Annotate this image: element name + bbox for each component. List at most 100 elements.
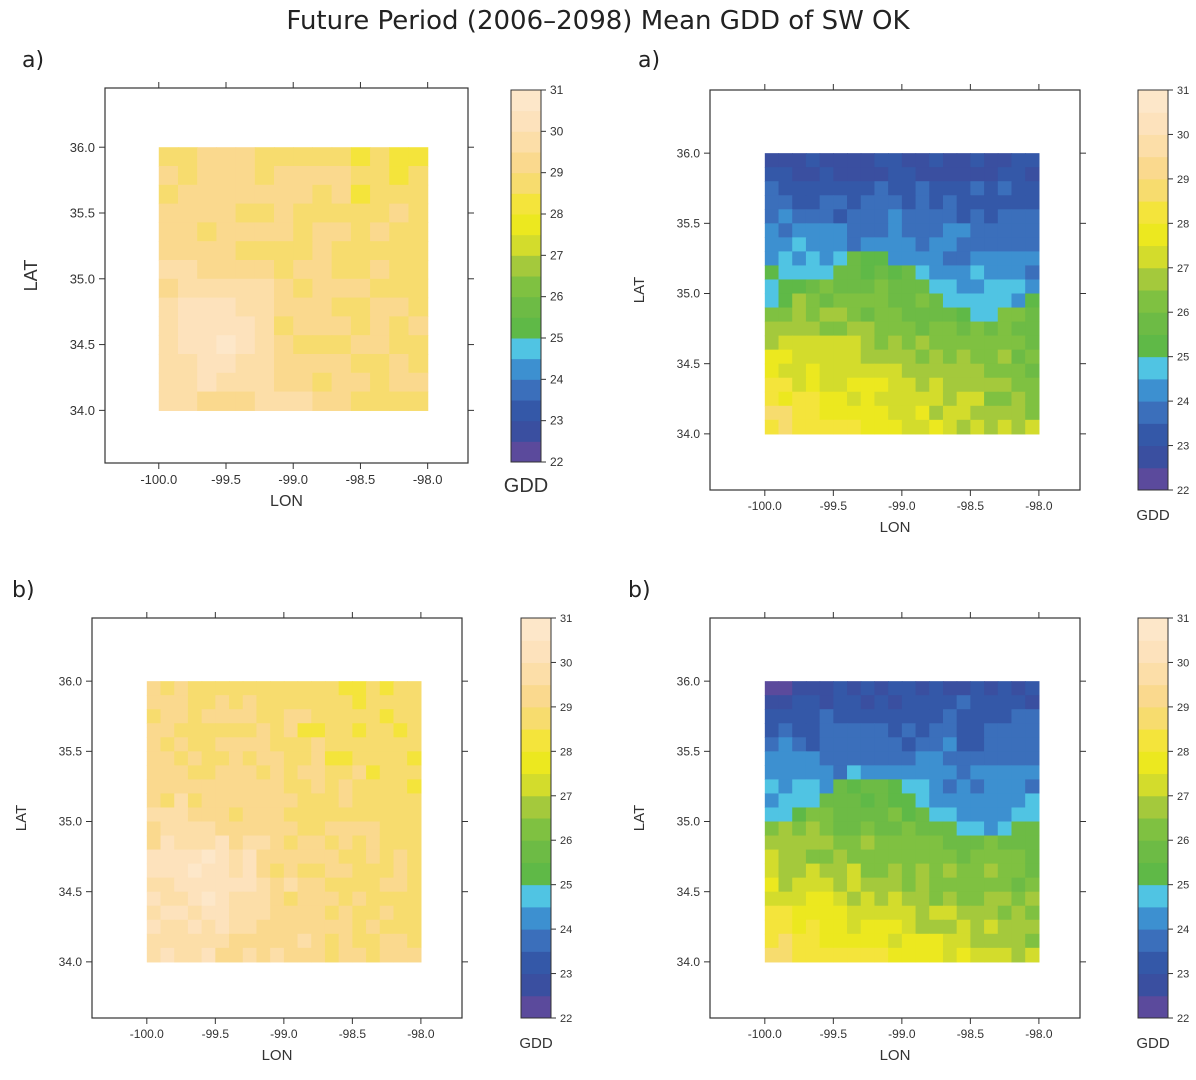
- heatmap-cell: [393, 877, 408, 893]
- heatmap-cell: [283, 947, 299, 963]
- colorbar-tick-label: 27: [1177, 263, 1189, 275]
- heatmap-cell: [860, 293, 876, 309]
- heatmap-cell: [984, 793, 999, 809]
- heatmap-cell: [407, 681, 422, 696]
- y-tick-label: 35.0: [59, 815, 83, 829]
- heatmap-cell: [158, 147, 179, 167]
- heatmap-cell: [408, 297, 429, 317]
- heatmap-cell: [158, 241, 179, 261]
- heatmap-cell: [366, 905, 381, 921]
- heatmap-cell: [201, 793, 216, 809]
- colorbar-swatch: [521, 818, 551, 841]
- colorbar-swatch: [1138, 751, 1168, 775]
- heatmap-cell: [270, 919, 285, 935]
- heatmap-cell: [201, 863, 216, 879]
- heatmap-cell: [874, 307, 889, 323]
- heatmap-cell: [283, 821, 299, 837]
- heatmap-cell: [370, 372, 390, 393]
- heatmap-cell: [929, 695, 944, 710]
- heatmap-cell: [860, 849, 876, 865]
- heatmap-cell: [312, 147, 333, 167]
- heatmap-cell: [874, 821, 889, 837]
- heatmap-cell: [888, 947, 903, 963]
- heatmap-cell: [216, 203, 237, 223]
- heatmap-cell: [942, 849, 958, 865]
- heatmap-cell: [1011, 181, 1026, 196]
- heatmap-cell: [270, 695, 285, 710]
- heatmap-cell: [956, 877, 971, 893]
- heatmap-cell: [352, 737, 367, 752]
- heatmap-cell: [389, 222, 410, 242]
- heatmap-cell: [283, 681, 299, 696]
- heatmap-cell: [293, 166, 314, 186]
- heatmap-cell: [1011, 877, 1026, 893]
- heatmap-cell: [177, 184, 198, 205]
- heatmap-cell: [984, 195, 999, 210]
- heatmap-cell: [901, 223, 917, 238]
- heatmap-cell: [942, 779, 958, 795]
- heatmap-cell: [805, 695, 821, 710]
- heatmap-cell: [158, 335, 179, 355]
- heatmap-cell: [274, 335, 294, 355]
- heatmap-cell: [997, 863, 1013, 879]
- heatmap-cell: [997, 737, 1013, 752]
- heatmap-cell: [984, 335, 999, 351]
- heatmap-cell: [283, 919, 299, 935]
- colorbar-tick-label: 29: [1177, 702, 1189, 714]
- colorbar-swatch: [1138, 684, 1168, 708]
- heatmap-cell: [158, 316, 179, 336]
- colorbar-tick-label: 25: [560, 880, 572, 892]
- heatmap-cell: [242, 891, 258, 907]
- heatmap-cell: [942, 265, 958, 281]
- heatmap-cell: [283, 751, 299, 766]
- heatmap-cell: [283, 849, 299, 865]
- heatmap-cell: [901, 405, 917, 421]
- heatmap-cell: [970, 419, 985, 435]
- heatmap-cell: [764, 905, 780, 921]
- colorbar-swatch: [1138, 356, 1168, 380]
- heatmap-cell: [366, 821, 381, 837]
- heatmap-cell: [901, 695, 917, 710]
- heatmap-cell: [254, 278, 275, 299]
- heatmap-cell: [984, 891, 999, 907]
- heatmap-cell: [997, 405, 1013, 421]
- heatmap-cell: [833, 335, 848, 351]
- heatmap-cell: [370, 147, 390, 167]
- heatmap-cell: [792, 891, 807, 907]
- heatmap-cell: [297, 947, 312, 963]
- heatmap-cell: [229, 723, 244, 738]
- heatmap-cell: [352, 709, 367, 724]
- heatmap-cell: [1025, 779, 1040, 795]
- heatmap-cell: [215, 779, 230, 795]
- heatmap-cell: [819, 681, 834, 696]
- heatmap-cell: [764, 181, 780, 196]
- heatmap-cell: [997, 195, 1013, 210]
- heatmap-cell: [331, 184, 352, 205]
- heatmap-cell: [235, 297, 256, 317]
- heatmap-cell: [805, 167, 821, 182]
- heatmap-cell: [293, 203, 314, 223]
- heatmap-cell: [970, 835, 985, 851]
- heatmap-cell: [805, 153, 821, 168]
- y-tick-label: 35.5: [59, 745, 83, 759]
- heatmap-cell: [215, 681, 230, 696]
- heatmap-cell: [997, 765, 1013, 781]
- heatmap-cell: [833, 947, 848, 963]
- heatmap-cell: [860, 723, 876, 738]
- heatmap-cell: [297, 933, 312, 949]
- heatmap-cell: [297, 863, 312, 879]
- heatmap-cell: [393, 737, 408, 752]
- heatmap-cell: [888, 181, 903, 196]
- heatmap-cell: [929, 863, 944, 879]
- plot-frame: [104, 87, 469, 464]
- heatmap-cell: [201, 835, 216, 851]
- heatmap-cell: [312, 297, 333, 317]
- heatmap-cell: [929, 251, 944, 267]
- heatmap-cell: [197, 278, 217, 299]
- heatmap-cell: [283, 765, 299, 781]
- heatmap-cell: [997, 821, 1013, 837]
- heatmap-cell: [860, 279, 876, 295]
- heatmap-cell: [235, 391, 256, 411]
- heatmap-cell: [408, 241, 429, 261]
- heatmap-cell: [270, 681, 285, 696]
